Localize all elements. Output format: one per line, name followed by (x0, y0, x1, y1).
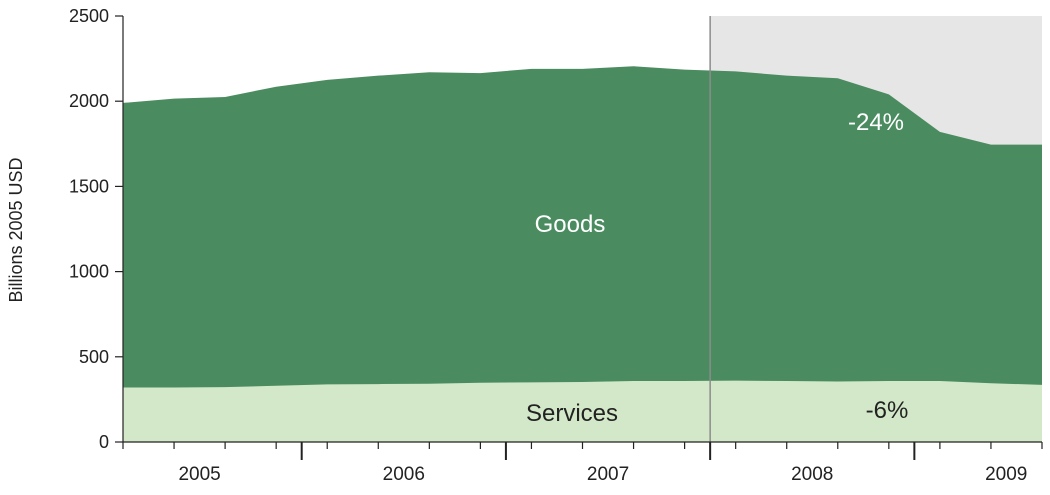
services-change-annotation: -6% (866, 397, 909, 424)
y-tick-label: 0 (99, 432, 109, 452)
y-tick-label: 2000 (69, 91, 109, 111)
label-layer: Billions 2005 USD Goods Services -24% -6… (6, 109, 908, 427)
y-axis-label: Billions 2005 USD (6, 157, 26, 302)
x-year-label: 2005 (178, 464, 220, 485)
goods-series-label: Goods (535, 211, 606, 238)
y-tick-label: 1000 (69, 262, 109, 282)
services-series-label: Services (526, 400, 618, 427)
goods-area (123, 66, 1042, 442)
area-layer (123, 16, 1042, 442)
goods-change-annotation: -24% (848, 109, 904, 136)
services-area (123, 380, 1042, 442)
y-tick-label: 1500 (69, 176, 109, 196)
axis-layer: 0 500 1000 1500 2000 2500 2005 2006 2007 2008 2009 (69, 6, 1043, 485)
x-year-label: 2006 (383, 464, 425, 485)
y-tick-label: 2500 (69, 6, 109, 26)
x-year-label: 2009 (985, 464, 1027, 485)
x-year-label: 2007 (587, 464, 629, 485)
x-year-label: 2008 (791, 464, 833, 485)
y-tick-label: 500 (79, 347, 109, 367)
